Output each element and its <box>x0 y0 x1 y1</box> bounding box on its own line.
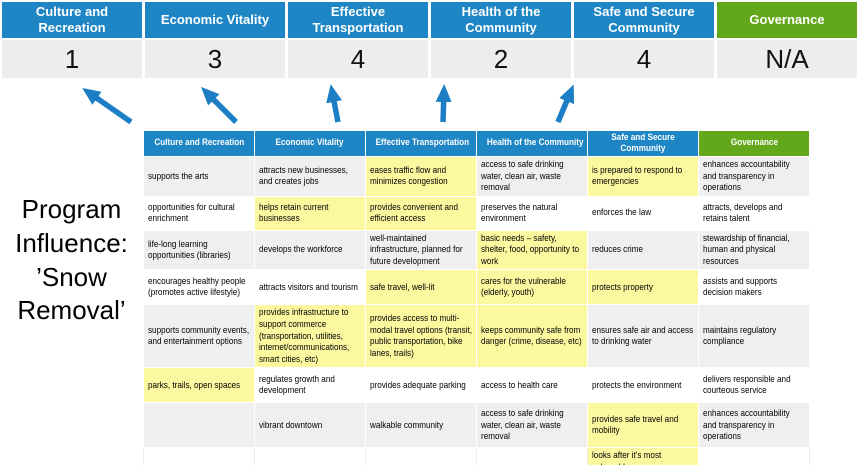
matrix-cell: ensures safe air and access to drinking … <box>587 304 699 369</box>
matrix-cell: reduces crime <box>587 229 699 271</box>
matrix-cell: keeps community safe from danger (crime,… <box>476 304 588 369</box>
matrix-row: supports community events, and entertain… <box>143 304 810 369</box>
matrix-cell: protects the environment <box>587 367 699 404</box>
matrix-cell: stewardship of financial, human and phys… <box>698 229 810 271</box>
matrix-cell: access to health care <box>476 367 588 404</box>
score-value-safety: 4 <box>574 40 714 78</box>
matrix-cell: cares for the vulnerable (elderly, youth… <box>476 269 588 306</box>
matrix-cell: eases traffic flow and minimizes congest… <box>365 156 477 197</box>
program-influence-label: Program Influence: ’Snow Removal’ <box>15 194 128 326</box>
matrix-row: vibrant downtown walkable community access… <box>143 402 810 449</box>
matrix-cell <box>254 447 366 465</box>
matrix-cell: looks after it's most vulnerable <box>587 447 699 465</box>
matrix-column-header-governance: Governance <box>698 130 810 157</box>
score-column-header-transportation: Effective Transportation <box>288 2 428 38</box>
score-value-economic: 3 <box>145 40 285 78</box>
matrix-cell: access to safe drinking water, clean air… <box>476 156 588 197</box>
score-column-header-governance: Governance <box>717 2 857 38</box>
matrix-row: life-long learning opportunities (librar… <box>143 229 810 271</box>
matrix-column-header-economic: Economic Vitality <box>254 130 366 157</box>
score-column-header-culture: Culture and Recreation <box>2 2 142 38</box>
matrix-column-header-health: Health of the Community <box>476 130 588 157</box>
matrix-cell: access to safe drinking water, clean air… <box>476 402 588 449</box>
matrix-cell: encourages healthy people (promotes acti… <box>143 269 255 306</box>
matrix-cell: attracts, develops and retains talent <box>698 195 810 231</box>
matrix-cell: protects property <box>587 269 699 306</box>
matrix-column-header-culture: Culture and Recreation <box>143 130 255 157</box>
score-value-culture: 1 <box>2 40 142 78</box>
matrix-cell: delivers responsible and courteous servi… <box>698 367 810 404</box>
matrix-cell: provides infrastructure to support comme… <box>254 304 366 369</box>
matrix-cell: is prepared to respond to emergencies <box>587 156 699 197</box>
matrix-cell: safe travel, well-lit <box>365 269 477 306</box>
matrix-cell: vibrant downtown <box>254 402 366 449</box>
matrix-cell: life-long learning opportunities (librar… <box>143 229 255 271</box>
score-value-transportation: 4 <box>288 40 428 78</box>
matrix-body: supports the arts attracts new businesses… <box>143 156 810 465</box>
matrix-cell: helps retain current businesses <box>254 195 366 231</box>
matrix-cell: well-maintained infrastructure, planned … <box>365 229 477 271</box>
matrix-cell: enforces the law <box>587 195 699 231</box>
matrix-header-row: Culture and Recreation Economic Vitality… <box>143 130 810 157</box>
matrix-cell <box>476 447 588 465</box>
matrix-cell <box>365 447 477 465</box>
influence-matrix: Culture and Recreation Economic Vitality… <box>143 130 810 465</box>
matrix-cell: provides access to multi-modal travel op… <box>365 304 477 369</box>
matrix-cell: supports community events, and entertain… <box>143 304 255 369</box>
matrix-cell: enhances accountability and transparency… <box>698 156 810 197</box>
matrix-cell: provides safe travel and mobility <box>587 402 699 449</box>
matrix-cell: attracts new businesses, and creates job… <box>254 156 366 197</box>
score-column-header-safety: Safe and Secure Community <box>574 2 714 38</box>
matrix-cell <box>698 447 810 465</box>
matrix-cell: provides convenient and efficient access <box>365 195 477 231</box>
matrix-cell: enhances accountability and transparency… <box>698 402 810 449</box>
score-column-header-health: Health of the Community <box>431 2 571 38</box>
matrix-row: looks after it's most vulnerable <box>143 447 810 465</box>
up-arrow-icon <box>326 84 342 123</box>
matrix-cell: maintains regulatory compliance <box>698 304 810 369</box>
matrix-row: encourages healthy people (promotes acti… <box>143 269 810 306</box>
matrix-cell: basic needs – safety, shelter, food, opp… <box>476 229 588 271</box>
matrix-row: parks, trails, open spaces regulates grow… <box>143 367 810 404</box>
score-value-governance: N/A <box>717 40 857 78</box>
matrix-cell: supports the arts <box>143 156 255 197</box>
up-left-arrow-icon <box>82 87 133 125</box>
matrix-cell <box>143 447 255 465</box>
matrix-cell: walkable community <box>365 402 477 449</box>
matrix-cell: assists and supports decision makers <box>698 269 810 306</box>
matrix-cell: provides adequate parking <box>365 367 477 404</box>
up-arrow-icon <box>435 84 452 123</box>
matrix-row: supports the arts attracts new businesses… <box>143 156 810 197</box>
matrix-cell: regulates growth and development <box>254 367 366 404</box>
matrix-column-header-safety: Safe and Secure Community <box>587 130 699 157</box>
matrix-cell: opportunities for cultural enrichment <box>143 195 255 231</box>
score-value-health: 2 <box>431 40 571 78</box>
matrix-row: opportunities for cultural enrichment hel… <box>143 195 810 231</box>
matrix-cell: attracts visitors and tourism <box>254 269 366 306</box>
score-column-header-economic: Economic Vitality <box>145 2 285 38</box>
scoreboard: Culture and Recreation Economic Vitality… <box>2 2 857 78</box>
matrix-column-header-transportation: Effective Transportation <box>365 130 477 157</box>
matrix-cell: preserves the natural environment <box>476 195 588 231</box>
matrix-cell: parks, trails, open spaces <box>143 367 255 404</box>
up-left-arrow-icon <box>201 87 238 124</box>
matrix-cell <box>143 402 255 449</box>
up-right-arrow-icon <box>555 84 575 124</box>
matrix-cell: develops the workforce <box>254 229 366 271</box>
